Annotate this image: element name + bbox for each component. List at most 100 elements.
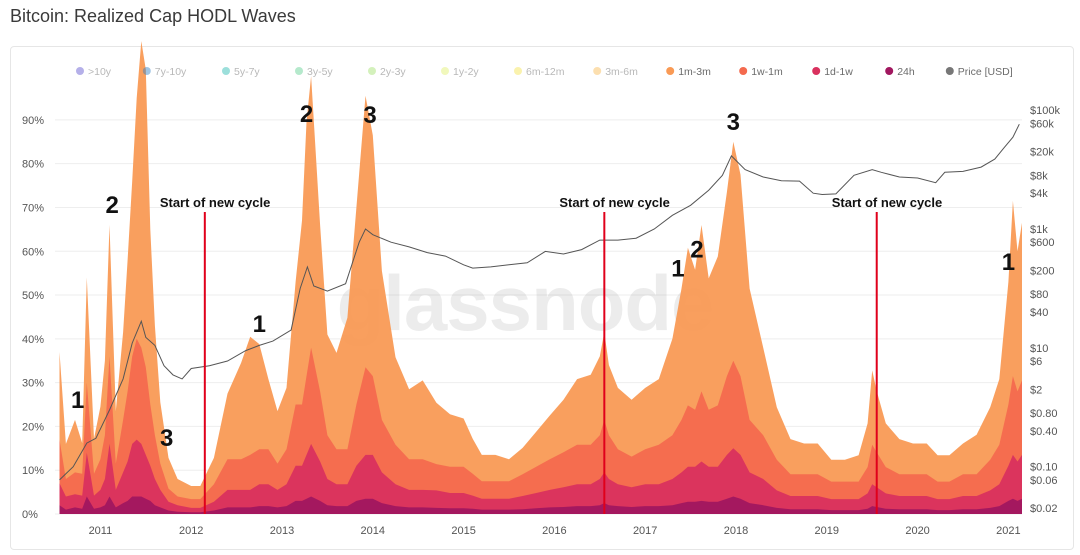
- legend[interactable]: >10y 7y-10y 5y-7y 3y-5y 2y-3y 1y-2y 6m-12m 3m-6…: [76, 66, 1013, 78]
- legend-swatch: [295, 67, 303, 75]
- watermark-text: glassnode: [337, 259, 714, 347]
- legend-swatch: [76, 67, 84, 75]
- peak-annotation: 3: [363, 102, 376, 129]
- y-left-tick-label: 10%: [22, 465, 44, 477]
- legend-item[interactable]: 1y-2y: [441, 66, 479, 78]
- legend-label: 24h: [897, 66, 915, 78]
- x-tick-label: 2012: [179, 525, 203, 537]
- legend-item[interactable]: 24h: [885, 66, 915, 78]
- peak-annotation: 1: [1002, 249, 1015, 276]
- x-tick-label: 2021: [996, 525, 1020, 537]
- y-right-tick-label: $0.06: [1030, 475, 1058, 487]
- legend-label: 1w-1m: [751, 66, 783, 78]
- legend-swatch: [666, 67, 675, 75]
- cycle-markers: Start of new cycle Start of new cycle Star…: [160, 195, 942, 514]
- area-series: [59, 41, 1022, 514]
- x-tick-label: 2016: [542, 525, 566, 537]
- grid-lines: [55, 119, 1022, 515]
- y-right-tick-label: $0.02: [1030, 503, 1058, 515]
- y-right-tick-label: $20k: [1030, 147, 1054, 159]
- x-tick-label: 2017: [633, 525, 657, 537]
- price-line: [59, 123, 1020, 481]
- legend-item[interactable]: 2y-3y: [368, 66, 406, 78]
- x-tick-label: 2015: [451, 525, 475, 537]
- legend-label: >10y: [88, 66, 112, 78]
- y-left-tick-label: 30%: [22, 378, 44, 390]
- legend-swatch: [142, 67, 151, 75]
- y-right-tick-label: $0.80: [1030, 408, 1058, 420]
- y-left-tick-label: 0%: [22, 509, 38, 521]
- y-right-tick-label: $8k: [1030, 170, 1048, 182]
- legend-swatch: [885, 67, 894, 75]
- y-right-tick-label: $4k: [1030, 188, 1048, 200]
- peak-annotation: 1: [253, 311, 266, 338]
- area-1d-1w: [59, 439, 1022, 514]
- y-right-tick-label: $10: [1030, 343, 1048, 355]
- cycle-marker-label: Start of new cycle: [832, 195, 943, 210]
- y-right-tick-label: $1k: [1030, 224, 1048, 236]
- y-right-tick-label: $0.10: [1030, 462, 1058, 474]
- peak-annotation: 2: [106, 192, 119, 219]
- legend-item[interactable]: 5y-7y: [222, 66, 260, 78]
- x-tick-label: 2020: [905, 525, 929, 537]
- peak-annotation: 2: [300, 101, 313, 128]
- y-right-tick-label: $6: [1030, 356, 1042, 368]
- area-1m-3m: [59, 41, 1022, 514]
- legend-label: 2y-3y: [380, 66, 406, 78]
- legend-swatch: [593, 67, 602, 75]
- legend-item[interactable]: 1d-1w: [812, 66, 853, 78]
- y-axis-left: 0% 10% 20% 30% 40% 50% 60% 70% 80% 90%: [22, 115, 44, 521]
- legend-swatch: [739, 67, 748, 75]
- legend-item[interactable]: 1w-1m: [739, 66, 783, 78]
- peak-annotation: 1: [671, 255, 684, 282]
- legend-item[interactable]: 7y-10y: [142, 66, 187, 78]
- legend-label: 3m-6m: [605, 66, 638, 78]
- y-left-tick-label: 80%: [22, 159, 44, 171]
- legend-label: Price [USD]: [958, 66, 1013, 78]
- y-left-tick-label: 50%: [22, 290, 44, 302]
- x-tick-label: 2018: [724, 525, 748, 537]
- legend-label: 5y-7y: [234, 66, 260, 78]
- legend-item[interactable]: 1m-3m: [666, 66, 711, 78]
- legend-item[interactable]: Price [USD]: [945, 66, 1013, 78]
- price-usd-line: [59, 123, 1020, 481]
- legend-label: 3y-5y: [307, 66, 333, 78]
- y-right-tick-label: $80: [1030, 289, 1048, 301]
- legend-swatch: [222, 67, 230, 75]
- y-left-tick-label: 40%: [22, 334, 44, 346]
- peak-annotation: 3: [727, 109, 740, 136]
- area-24h: [59, 496, 1022, 514]
- legend-label: 1d-1w: [824, 66, 853, 78]
- x-tick-label: 2019: [815, 525, 839, 537]
- y-right-tick-label: $600: [1030, 237, 1054, 249]
- legend-swatch: [514, 67, 522, 75]
- page-title: Bitcoin: Realized Cap HODL Waves: [10, 6, 296, 26]
- y-right-tick-label: $2: [1030, 384, 1042, 396]
- x-tick-label: 2013: [270, 525, 294, 537]
- x-tick-label: 2011: [89, 525, 113, 537]
- y-right-tick-label: $40: [1030, 307, 1048, 319]
- legend-label: 6m-12m: [526, 66, 565, 78]
- y-right-tick-label: $60k: [1030, 118, 1054, 130]
- legend-label: 1m-3m: [678, 66, 711, 78]
- y-left-tick-label: 60%: [22, 246, 44, 258]
- cycle-marker-label: Start of new cycle: [559, 195, 670, 210]
- peak-annotation: 3: [160, 425, 173, 452]
- y-right-tick-label: $100k: [1030, 105, 1060, 117]
- legend-item[interactable]: 3y-5y: [295, 66, 333, 78]
- y-right-tick-label: $0.40: [1030, 426, 1058, 438]
- peak-annotation: 2: [690, 237, 703, 264]
- y-axis-right: $100k$60k$20k$8k$4k$1k$600$200$80$40$10$…: [1030, 105, 1060, 515]
- peak-annotation: 1: [71, 387, 84, 414]
- legend-item[interactable]: >10y: [76, 66, 112, 78]
- legend-label: 1y-2y: [453, 66, 479, 78]
- y-left-tick-label: 90%: [22, 115, 44, 127]
- legend-label: 7y-10y: [155, 66, 187, 78]
- y-left-tick-label: 20%: [22, 421, 44, 433]
- legend-item[interactable]: 6m-12m: [514, 66, 565, 78]
- legend-item[interactable]: 3m-6m: [593, 66, 638, 78]
- x-axis: 2011 2012 2013 2014 2015 2016 2017 2018 2019 2020…: [89, 525, 1021, 537]
- legend-swatch: [441, 67, 449, 75]
